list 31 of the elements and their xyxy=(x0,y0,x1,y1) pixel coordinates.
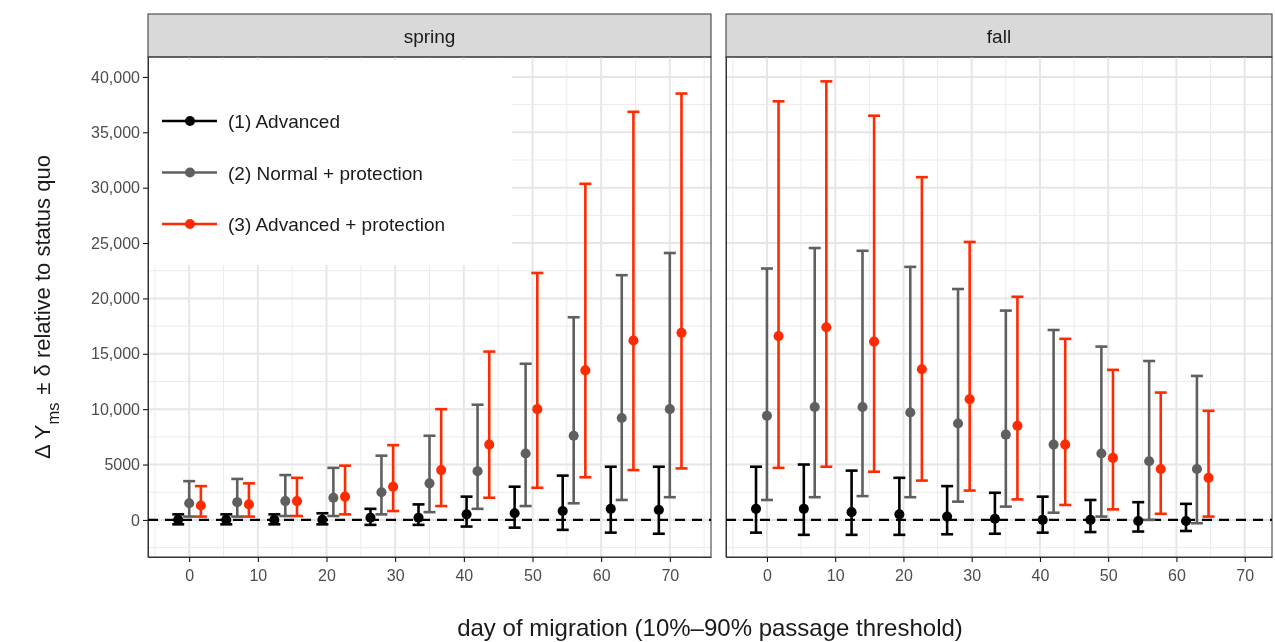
chart-title: fall xyxy=(986,25,1012,47)
y-tick-label: 0 xyxy=(131,511,141,529)
x-tick-label: 70 xyxy=(661,567,680,584)
x-tick-label: 30 xyxy=(963,567,982,584)
legend-label: (2) Normal + protection xyxy=(228,162,423,184)
x-tick-label: 50 xyxy=(524,567,542,584)
x-axis-title: day of migration (10%–90% passage threshold) xyxy=(457,614,963,641)
x-tick-label: 0 xyxy=(763,567,772,584)
legend-label: (1) Advanced xyxy=(228,111,340,132)
x-tick-label: 40 xyxy=(1031,567,1050,584)
y-tick-label: 15,000 xyxy=(91,345,141,363)
x-tick-label: 60 xyxy=(1168,567,1186,584)
x-tick-label: 10 xyxy=(249,567,268,584)
y-tick-label: 5000 xyxy=(104,456,141,474)
x-tick-label: 40 xyxy=(455,567,474,584)
x-tick-label: 20 xyxy=(895,567,913,584)
x-tick-label: 60 xyxy=(592,567,611,584)
x-tick-label: 30 xyxy=(386,567,405,584)
x-tick-label: 0 xyxy=(185,567,195,584)
y-tick-label: 20,000 xyxy=(91,290,141,308)
y-tick-label: 25,000 xyxy=(91,234,141,252)
y-tick-label: 10,000 xyxy=(91,400,141,418)
y-tick-label: 35,000 xyxy=(91,123,141,141)
x-tick-label: 50 xyxy=(1099,567,1118,584)
chart-title: spring xyxy=(403,25,456,47)
x-tick-label: 20 xyxy=(318,567,337,584)
x-tick-label: 10 xyxy=(826,567,845,584)
legend-label: (3) Advanced + protection xyxy=(228,214,446,235)
y-tick-label: 30,000 xyxy=(91,179,141,197)
x-tick-label: 70 xyxy=(1236,567,1255,584)
y-tick-label: 40,000 xyxy=(91,68,141,86)
